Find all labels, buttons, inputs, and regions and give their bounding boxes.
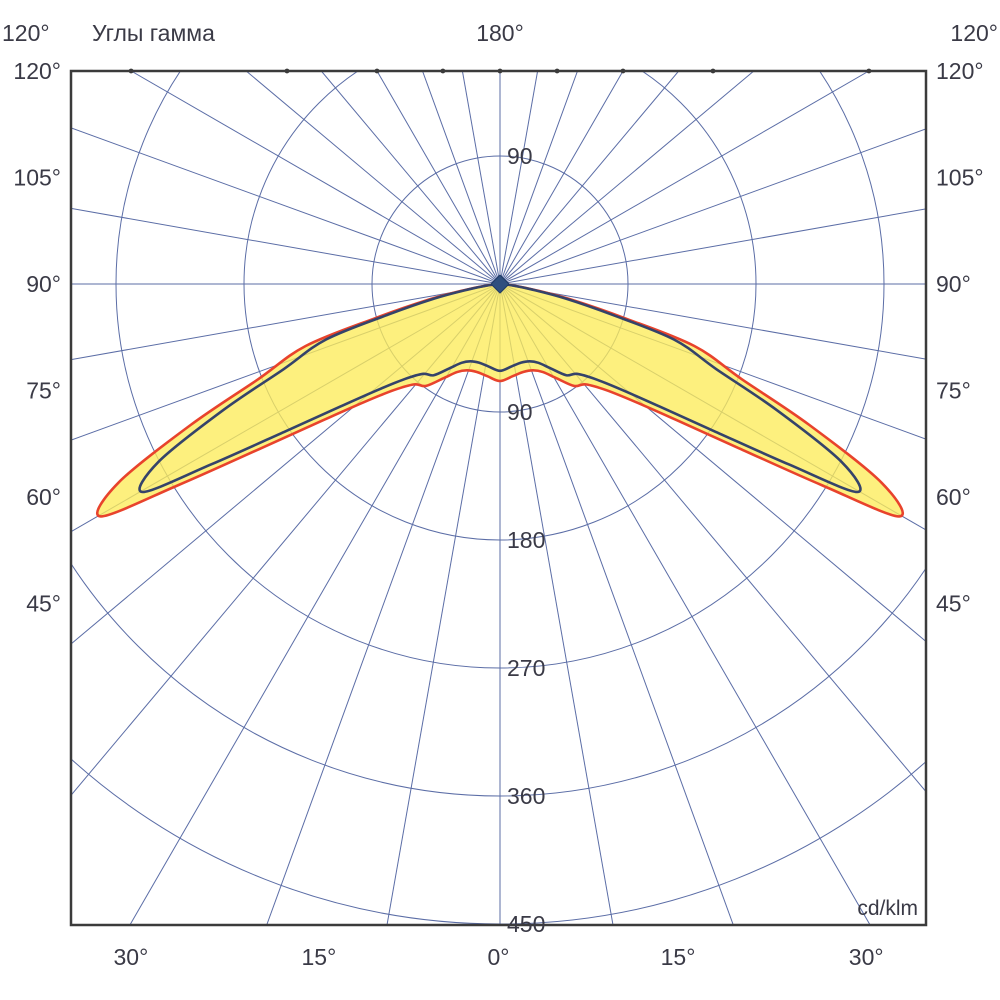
svg-text:60°: 60° — [936, 484, 971, 510]
svg-text:120°: 120° — [13, 58, 61, 84]
svg-text:90: 90 — [507, 399, 533, 425]
svg-text:90°: 90° — [26, 271, 61, 297]
svg-text:0°: 0° — [488, 944, 510, 970]
svg-text:105°: 105° — [13, 165, 61, 191]
svg-text:75°: 75° — [936, 378, 971, 404]
svg-text:105°: 105° — [936, 165, 984, 191]
svg-text:75°: 75° — [26, 378, 61, 404]
svg-text:15°: 15° — [302, 944, 337, 970]
svg-text:120°: 120° — [950, 20, 998, 46]
svg-text:180: 180 — [507, 527, 545, 553]
svg-text:180°: 180° — [476, 20, 524, 46]
svg-text:450: 450 — [507, 911, 545, 937]
svg-text:270: 270 — [507, 655, 545, 681]
svg-text:15°: 15° — [661, 944, 696, 970]
svg-text:30°: 30° — [849, 944, 884, 970]
svg-text:90°: 90° — [936, 271, 971, 297]
svg-text:120°: 120° — [2, 20, 50, 46]
svg-text:45°: 45° — [936, 591, 971, 617]
svg-text:cd/klm: cd/klm — [857, 897, 918, 920]
svg-text:45°: 45° — [26, 591, 61, 617]
svg-text:360: 360 — [507, 783, 545, 809]
svg-text:Углы гамма: Углы гамма — [92, 20, 215, 46]
svg-text:30°: 30° — [114, 944, 149, 970]
svg-text:60°: 60° — [26, 484, 61, 510]
svg-text:120°: 120° — [936, 58, 984, 84]
svg-text:90: 90 — [507, 143, 533, 169]
